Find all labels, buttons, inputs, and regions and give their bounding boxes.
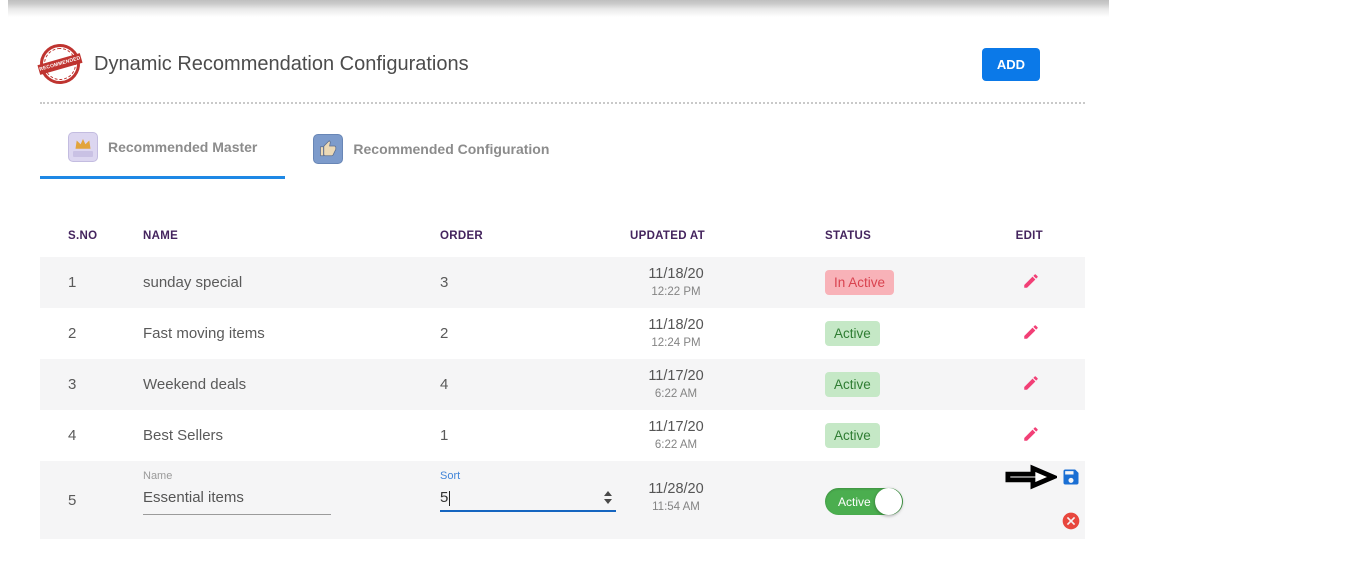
row-order: 4 (440, 376, 449, 393)
name-field-label: Name (143, 470, 173, 482)
sort-field-group: Sort 5 (440, 461, 630, 539)
page-header: RECOMMENDED Dynamic Recommendation Confi… (37, 42, 1085, 104)
page-title: Dynamic Recommendation Configurations (94, 52, 469, 75)
stepper-up-icon[interactable] (604, 491, 612, 496)
edit-actions (1005, 461, 1125, 539)
row-updated-cell: 11/28/20 11:54 AM (630, 461, 825, 539)
row-updated-date: 11/17/20 (648, 368, 704, 384)
row-name: sunday special (143, 274, 243, 291)
row-updated-date: 11/18/20 (648, 317, 704, 333)
row-updated-date: 11/18/20 (648, 266, 704, 282)
sort-field-label: Sort (440, 470, 461, 482)
name-field-group: Name Essential items (143, 461, 440, 539)
row-sno: 5 (68, 491, 77, 509)
name-input[interactable]: Essential items (143, 489, 331, 515)
col-edit: EDIT (1015, 230, 1043, 242)
stamp-ribbon-text: RECOMMENDED (37, 53, 83, 75)
content-card: RECOMMENDED Dynamic Recommendation Confi… (37, 18, 1085, 539)
status-badge: Active (825, 321, 880, 346)
row-updated-time: 12:24 PM (651, 337, 701, 349)
crown-box-icon (68, 132, 98, 162)
row-sno: 3 (68, 376, 77, 393)
table-row-editing: 5 Name Essential items Sort 5 11/2 (40, 461, 1085, 539)
tab-label: Recommended Configuration (353, 140, 550, 157)
recommended-stamp-icon: RECOMMENDED (37, 42, 83, 86)
row-updated-time: 6:22 AM (654, 388, 698, 400)
card-top-shadow (8, 0, 1109, 18)
tab-recommended-configuration[interactable]: Recommended Configuration (285, 132, 577, 179)
status-badge: In Active (825, 270, 895, 295)
row-updated-date: 11/17/20 (648, 419, 704, 435)
row-name: Best Sellers (143, 427, 224, 444)
table-row: 4 Best Sellers 1 11/17/20 6:22 AM Active (40, 410, 1085, 461)
row-sno: 1 (68, 274, 77, 291)
tab-bar: Recommended Master Recommended Configura… (40, 132, 1085, 179)
row-order: 2 (440, 325, 449, 342)
table-row: 3 Weekend deals 4 11/17/20 6:22 AM Active (40, 359, 1085, 410)
toggle-knob[interactable] (875, 488, 902, 515)
edit-pencil-icon[interactable] (1022, 272, 1040, 290)
col-updated-at: UPDATED AT (630, 230, 705, 242)
tab-label: Recommended Master (108, 139, 258, 155)
annotation-arrow-icon (1005, 464, 1057, 490)
row-sno: 4 (68, 427, 77, 444)
col-status: STATUS (825, 230, 872, 242)
status-badge: Active (825, 423, 880, 448)
text-caret (449, 490, 451, 506)
table-row: 1 sunday special 3 11/18/20 12:22 PM In A… (40, 257, 1085, 308)
col-order: ORDER (440, 230, 484, 242)
save-floppy-icon[interactable] (1061, 467, 1081, 487)
row-order: 3 (440, 274, 449, 291)
thumbs-up-icon (313, 133, 344, 164)
status-toggle-cell: Active (825, 461, 1005, 539)
sort-input[interactable]: 5 (440, 489, 616, 512)
add-button[interactable]: ADD (981, 47, 1040, 81)
row-updated-time: 12:22 PM (651, 286, 701, 298)
row-updated-date: 11/28/20 (648, 481, 704, 497)
table-row: 2 Fast moving items 2 11/18/20 12:24 PM A… (40, 308, 1085, 359)
row-name: Weekend deals (143, 376, 247, 393)
row-updated-time: 6:22 AM (654, 439, 698, 451)
recommendations-table: S.NO NAME ORDER UPDATED AT STATUS EDIT 1… (40, 215, 1085, 539)
edit-pencil-icon[interactable] (1022, 323, 1040, 341)
stepper-down-icon[interactable] (604, 499, 612, 504)
row-order: 1 (440, 427, 449, 444)
table-header-row: S.NO NAME ORDER UPDATED AT STATUS EDIT (40, 215, 1085, 257)
row-sno: 2 (68, 325, 77, 342)
active-toggle[interactable]: Active (825, 488, 903, 515)
cancel-icon[interactable] (1061, 511, 1081, 531)
edit-pencil-icon[interactable] (1022, 374, 1040, 392)
row-name: Fast moving items (143, 325, 265, 342)
col-sno: S.NO (68, 230, 98, 242)
edit-pencil-icon[interactable] (1022, 425, 1040, 443)
tab-recommended-master[interactable]: Recommended Master (40, 132, 286, 179)
toggle-label: Active (838, 494, 871, 509)
col-name: NAME (143, 230, 179, 242)
number-stepper-icon[interactable] (604, 491, 616, 504)
status-badge: Active (825, 372, 880, 397)
row-updated-time: 11:54 AM (652, 501, 700, 513)
